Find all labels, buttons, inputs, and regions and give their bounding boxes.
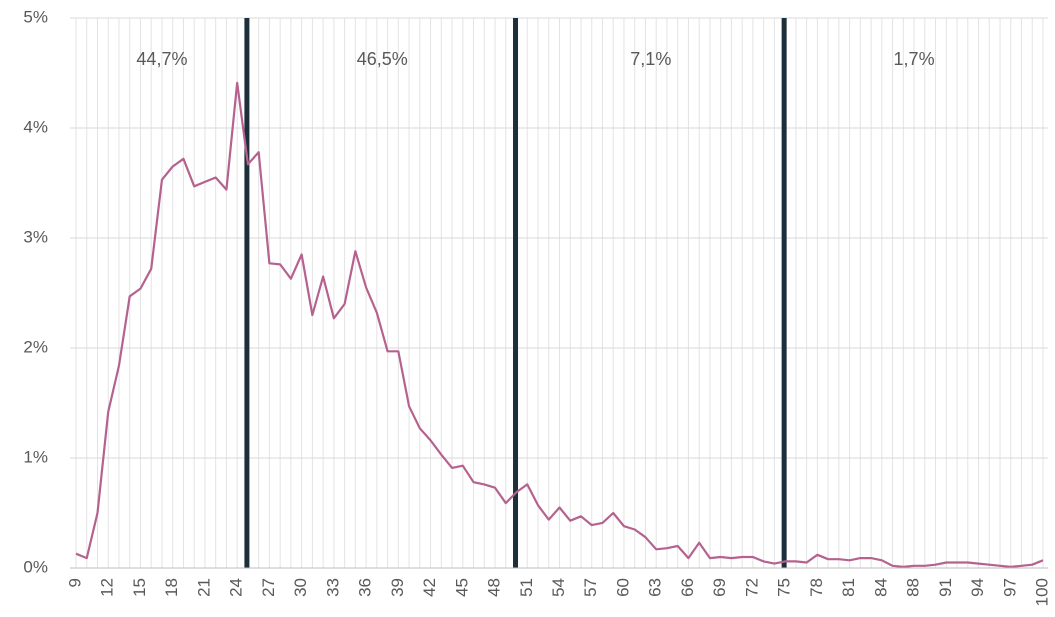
x-tick-label: 12 xyxy=(98,578,117,597)
x-tick-label: 39 xyxy=(388,578,407,597)
x-tick-label: 75 xyxy=(775,578,794,597)
x-tick-label: 57 xyxy=(581,578,600,597)
line xyxy=(75,81,1044,568)
x-tick-label: 84 xyxy=(871,578,890,597)
x-tick-label: 60 xyxy=(613,578,632,597)
x-tick-label: 30 xyxy=(291,578,310,597)
x-tick-label: 100 xyxy=(1032,578,1051,606)
x-tick-label: 51 xyxy=(517,578,536,597)
x-tick-label: 42 xyxy=(420,578,439,597)
x-tick-label: 24 xyxy=(227,578,246,597)
x-tick-label: 97 xyxy=(1000,578,1019,597)
x-tick-label: 33 xyxy=(323,578,342,597)
segment-label: 1,7% xyxy=(894,49,935,69)
x-tick-label: 81 xyxy=(839,578,858,597)
x-tick-label: 27 xyxy=(259,578,278,597)
y-tick-label: 2% xyxy=(23,337,48,356)
x-tick-label: 45 xyxy=(452,578,471,597)
segment-label: 44,7% xyxy=(136,49,187,69)
y-tick-label: 4% xyxy=(23,117,48,136)
segment-label: 46,5% xyxy=(357,49,408,69)
x-tick-label: 63 xyxy=(646,578,665,597)
x-tick-label: 36 xyxy=(356,578,375,597)
x-tick-label: 54 xyxy=(549,578,568,597)
y-tick-label: 5% xyxy=(23,7,48,26)
x-tick-label: 9 xyxy=(65,578,84,587)
x-tick-label: 21 xyxy=(194,578,213,597)
x-tick-label: 69 xyxy=(710,578,729,597)
x-tick-label: 72 xyxy=(742,578,761,597)
x-tick-label: 15 xyxy=(130,578,149,597)
segment-label: 7,1% xyxy=(630,49,671,69)
y-tick-label: 0% xyxy=(23,557,48,576)
x-tick-label: 66 xyxy=(678,578,697,597)
x-tick-label: 78 xyxy=(807,578,826,597)
y-tick-label: 1% xyxy=(23,447,48,466)
x-tick-label: 88 xyxy=(904,578,923,597)
x-tick-label: 18 xyxy=(162,578,181,597)
y-tick-label: 3% xyxy=(23,227,48,246)
x-tick-label: 91 xyxy=(936,578,955,597)
x-tick-label: 48 xyxy=(485,578,504,597)
x-tick-label: 94 xyxy=(968,578,987,597)
